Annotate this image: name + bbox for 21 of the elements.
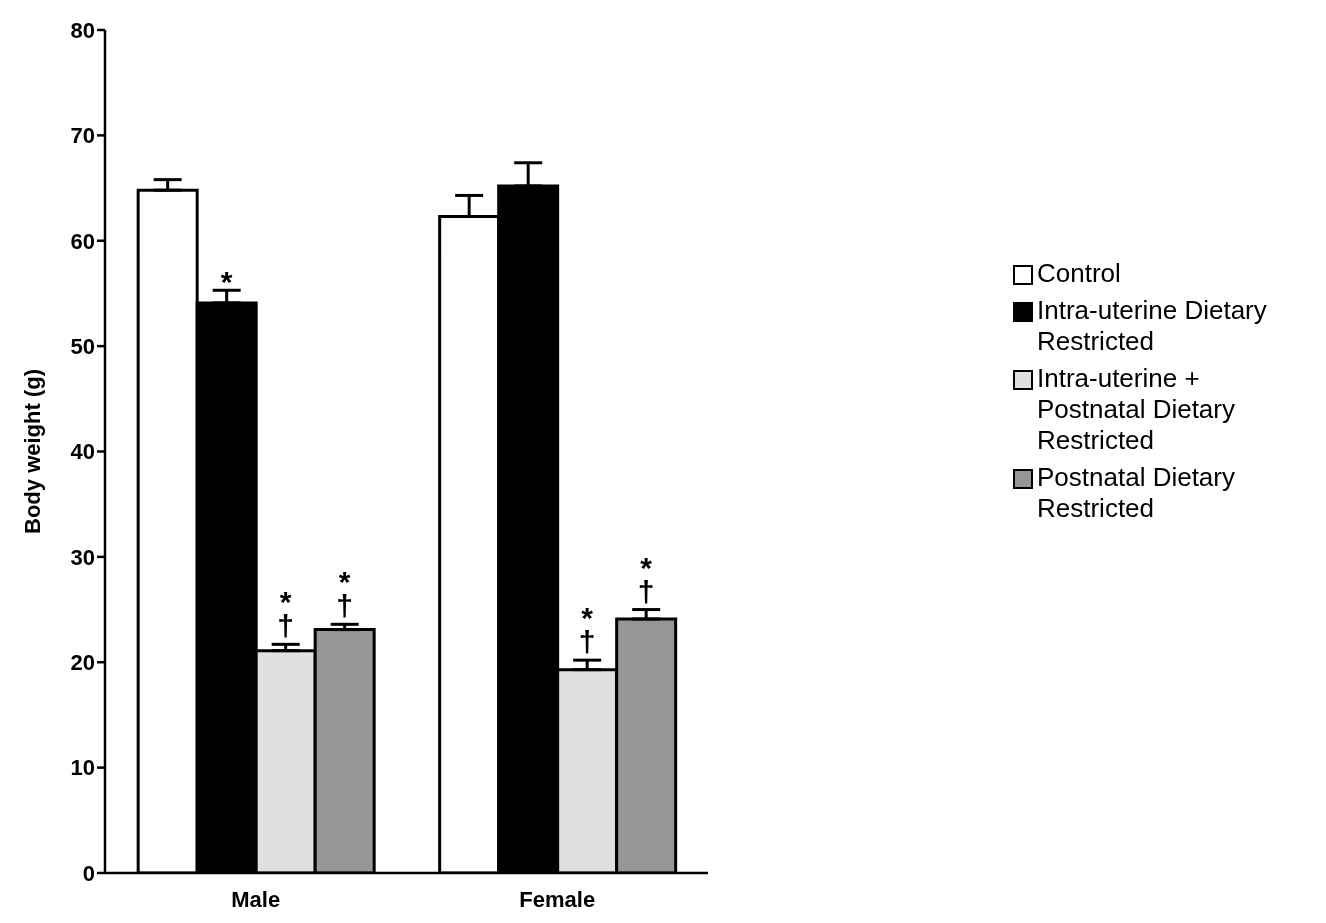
y-tick-label: 30 (70, 544, 95, 570)
y-tick-label: 20 (70, 650, 95, 676)
legend-label: Intra-uterine Dietary Restricted (1037, 295, 1268, 357)
y-tick-label: 0 (82, 860, 95, 886)
y-tick-label: 60 (70, 228, 95, 254)
data-label: * (220, 265, 233, 299)
y-tick-label: 50 (70, 333, 95, 359)
legend-label: Postnatal Dietary Restricted (1037, 462, 1236, 524)
y-tick-label: 40 (70, 439, 95, 465)
y-tick-label: 80 (70, 17, 95, 43)
y-tick-label: 10 (70, 755, 95, 781)
legend-label: Intra-uterine + Postnatal Dietary Restricted (1037, 363, 1236, 456)
data-label: * † (277, 585, 295, 643)
y-axis-title: Body weight (g) (19, 369, 45, 534)
legend-label: Control (1037, 258, 1121, 289)
data-label: * † (637, 550, 655, 608)
x-tick-label: Female (519, 886, 596, 912)
y-tick-label: 70 (70, 123, 95, 149)
data-label: * † (578, 601, 596, 659)
x-tick-label: Male (231, 886, 281, 912)
data-label: * † (336, 565, 354, 623)
